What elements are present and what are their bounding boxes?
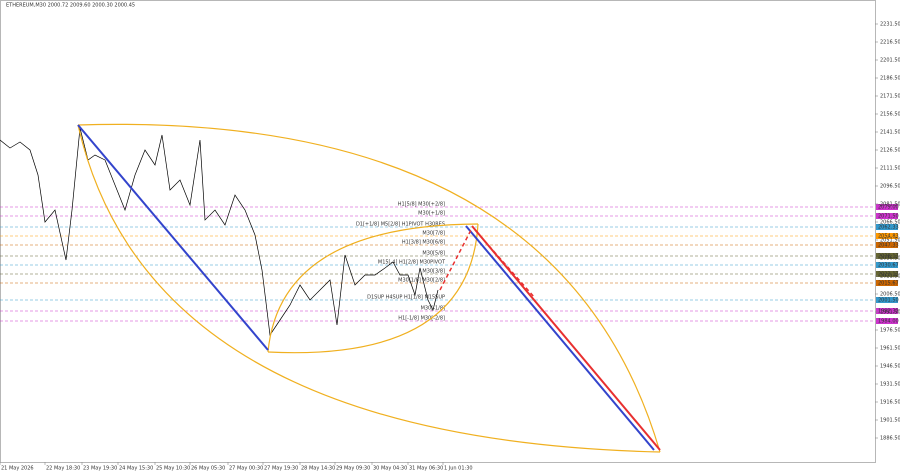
y-tick-label: 1931.50	[880, 382, 900, 388]
price-box	[876, 204, 898, 210]
price-box-label: 2062.33	[878, 225, 899, 231]
y-tick-label: 2171.50	[880, 94, 900, 100]
arc	[77, 123, 661, 453]
price-line	[0, 127, 439, 336]
x-tick-label: 31 May 06:30	[409, 466, 443, 472]
price-box	[876, 252, 898, 259]
price-box	[876, 224, 898, 231]
price-box-label: 2015.67	[878, 280, 899, 286]
trend-line	[471, 225, 661, 451]
price-box-label: 2079.00	[878, 205, 899, 211]
price-box	[876, 213, 898, 219]
levels: H1[5/8] M30[+2/8] 2079.00 M30[+1/8] 2071.50…	[0, 202, 899, 325]
projection	[439, 229, 472, 291]
y-tick-label: 2021.50	[880, 274, 900, 280]
x-tick-label: 26 May 05:30	[191, 466, 225, 472]
price-box-label: 2038.17	[878, 253, 899, 259]
price-box-label: 2030.67	[878, 262, 899, 268]
level-label: M30[5/8]	[422, 250, 445, 256]
x-tick-label: 28 May 14:30	[301, 466, 335, 472]
x-tick-label: 25 May 10:30	[156, 466, 190, 472]
y-tick-label: 2186.50	[880, 76, 900, 82]
x-tick-label: 24 May 15:30	[119, 466, 153, 472]
level-label: M30[1/8] M30[2/8]	[398, 277, 445, 283]
plot-frame	[0, 0, 876, 463]
level-label: M30[3/8]	[422, 268, 445, 274]
y-tick-label: 1991.50	[880, 310, 900, 316]
y-tick-label: 2096.50	[880, 184, 900, 190]
y-tick-label: 2216.50	[880, 40, 900, 46]
price-box-label: 2001.50	[878, 298, 899, 304]
price	[0, 127, 439, 336]
x-tick-label: 1 Jun 01:30	[444, 466, 473, 472]
y-tick-label: 2141.50	[880, 130, 900, 136]
price-box	[876, 318, 898, 324]
y-tick-label: 2081.50	[880, 202, 900, 208]
y-tick-label: 2156.50	[880, 112, 900, 118]
price-box-label: 1984.00	[878, 319, 899, 325]
level-label: H1[5/8] M30[+2/8]	[398, 202, 445, 208]
x-tick-label: 21 May 2026	[1, 466, 34, 472]
y-tick-label: 1961.50	[880, 346, 900, 352]
x-tick-label: 27 May 19:30	[264, 466, 298, 472]
arc	[267, 223, 479, 354]
arc	[77, 124, 661, 453]
price-box-label: 2047.33	[878, 243, 899, 249]
y-tick-label: 2036.50	[880, 256, 900, 262]
y-tick-label: 2201.50	[880, 58, 900, 64]
price-box-label: 2023.17	[878, 271, 899, 277]
level-label: D1SUP H4SUP H1[1/8] M15SUP	[367, 295, 445, 301]
y-tick-label: 2051.50	[880, 238, 900, 244]
y-tick-label: 1976.50	[880, 328, 900, 334]
price-box-label: 2071.50	[878, 214, 899, 220]
trend-line	[465, 225, 655, 451]
price-box	[876, 242, 898, 249]
y-tick-label: 2126.50	[880, 148, 900, 154]
projection	[474, 229, 536, 299]
price-box	[876, 261, 898, 268]
level-label: D1[+1/8] M5[2/8] H1PIVOT H30RES	[356, 222, 445, 228]
price-box	[876, 233, 898, 240]
y-tick-label: 2006.50	[880, 292, 900, 298]
x-tick-label: 27 May 00:30	[229, 466, 263, 472]
drawings	[77, 123, 661, 453]
price-box	[876, 308, 898, 315]
y-tick-label: 1901.50	[880, 418, 900, 424]
x-tick-label: 29 May 09:30	[336, 466, 370, 472]
x-tick-label: 23 May 19:30	[83, 466, 117, 472]
trend-line	[77, 124, 269, 351]
y-tick-label: 2111.50	[880, 166, 900, 172]
price-box-label: 1992.33	[878, 309, 899, 315]
chart-title: ETHEREUM,M30 2000.72 2009.60 2000.30 200…	[6, 3, 135, 9]
price-box	[876, 270, 898, 277]
x-tick-label: 22 May 18:30	[46, 466, 80, 472]
y-tick-label: 2066.50	[880, 220, 900, 226]
price-box	[876, 279, 898, 286]
y-tick-label: 1916.50	[880, 400, 900, 406]
level-label: M30[7/8]	[422, 231, 445, 237]
y-tick-label: 1886.50	[880, 436, 900, 442]
level-label: H1[-1/8] M30[-2/8]	[398, 316, 445, 322]
price-box-label: 2054.83	[878, 234, 899, 240]
price-box	[876, 297, 898, 303]
x-tick-label: 30 May 04:30	[373, 466, 407, 472]
level-label: M15[-4] H1[2/8] M30PIVOT	[378, 259, 446, 265]
level-label: M30[-1/8]	[421, 306, 445, 312]
arc	[267, 223, 479, 353]
level-label: M30[+1/8]	[418, 211, 445, 217]
y-tick-label: 1946.50	[880, 364, 900, 370]
y-tick-label: 2231.50	[880, 22, 900, 28]
level-label: H1[3/8] M30[6/8]	[402, 240, 445, 246]
